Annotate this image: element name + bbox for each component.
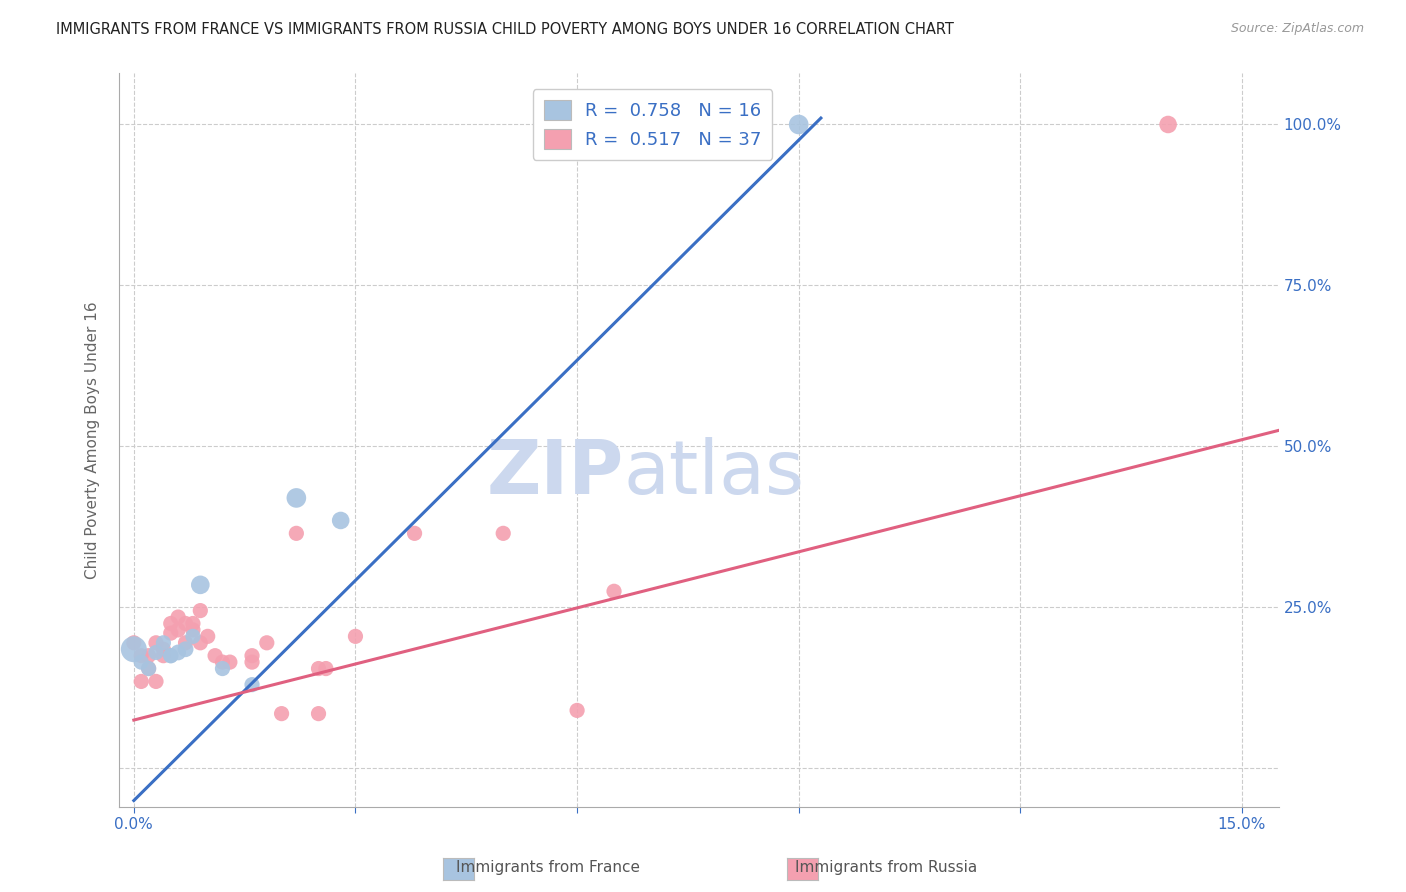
Point (787, 118, 810, 132)
Point (167, 645, 190, 659)
Point (138, 648, 160, 663)
Point (329, 513, 352, 527)
Point (344, 629, 367, 643)
Point (256, 636, 278, 650)
Point (152, 642, 174, 657)
Point (129, 674, 152, 689)
Point (270, 706, 292, 721)
Text: ZIP: ZIP (486, 436, 624, 509)
Point (492, 526, 515, 541)
Text: Source: ZipAtlas.com: Source: ZipAtlas.com (1230, 22, 1364, 36)
Point (145, 674, 167, 689)
Text: Immigrants from Russia: Immigrants from Russia (794, 861, 977, 875)
Point (174, 636, 197, 650)
Point (285, 526, 308, 541)
Point (122, 636, 145, 650)
Point (308, 706, 330, 721)
Point (174, 642, 197, 657)
Point (159, 616, 181, 631)
Point (308, 661, 330, 675)
Point (167, 623, 190, 637)
Point (152, 636, 174, 650)
Point (204, 648, 226, 663)
Point (167, 610, 190, 624)
Point (188, 578, 211, 592)
Text: IMMIGRANTS FROM FRANCE VS IMMIGRANTS FROM RUSSIA CHILD POVERTY AMONG BOYS UNDER : IMMIGRANTS FROM FRANCE VS IMMIGRANTS FRO… (56, 22, 955, 37)
Y-axis label: Child Poverty Among Boys Under 16: Child Poverty Among Boys Under 16 (86, 301, 100, 579)
Text: atlas: atlas (624, 436, 804, 509)
Point (152, 648, 174, 663)
Text: Immigrants from France: Immigrants from France (457, 861, 640, 875)
Legend: R =  0.758   N = 16, R =  0.517   N = 37: R = 0.758 N = 16, R = 0.517 N = 37 (533, 89, 772, 160)
Point (218, 655, 240, 669)
Point (181, 623, 204, 637)
Point (315, 661, 337, 675)
Point (603, 584, 626, 599)
Point (145, 645, 167, 659)
Point (240, 655, 263, 669)
Point (145, 636, 167, 650)
Point (211, 661, 233, 675)
Point (285, 491, 308, 505)
Point (188, 636, 211, 650)
Point (138, 661, 160, 675)
Point (1157, 118, 1180, 132)
Point (565, 703, 588, 717)
Point (129, 655, 152, 669)
Point (240, 678, 263, 692)
Point (138, 661, 160, 675)
Point (159, 626, 181, 640)
Point (211, 655, 233, 669)
Point (197, 629, 219, 643)
Point (181, 629, 204, 643)
Point (181, 616, 204, 631)
Point (404, 526, 426, 541)
Point (129, 648, 152, 663)
Point (174, 616, 197, 631)
Point (159, 648, 181, 663)
Point (122, 642, 145, 657)
Point (240, 648, 263, 663)
Point (159, 648, 181, 663)
Point (188, 604, 211, 618)
